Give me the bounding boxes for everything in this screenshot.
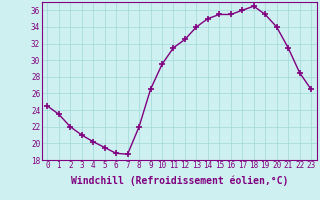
X-axis label: Windchill (Refroidissement éolien,°C): Windchill (Refroidissement éolien,°C) — [70, 176, 288, 186]
